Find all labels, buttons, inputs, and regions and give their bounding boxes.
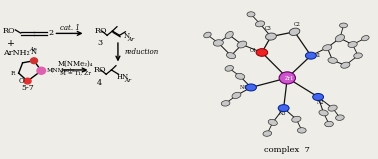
Text: M: M: [47, 68, 53, 73]
Ellipse shape: [339, 23, 347, 28]
Text: Zr1: Zr1: [284, 76, 294, 81]
Ellipse shape: [297, 128, 306, 133]
Ellipse shape: [247, 12, 255, 17]
Text: 4: 4: [97, 80, 102, 87]
Ellipse shape: [319, 110, 328, 116]
Text: Ar: Ar: [29, 47, 37, 52]
Ellipse shape: [256, 21, 265, 27]
Ellipse shape: [325, 121, 333, 127]
Text: ArNH₂: ArNH₂: [3, 49, 30, 57]
Ellipse shape: [292, 116, 301, 122]
Ellipse shape: [225, 66, 234, 71]
Text: O: O: [19, 77, 24, 85]
Ellipse shape: [323, 45, 332, 51]
Text: N1: N1: [314, 53, 322, 58]
Text: R: R: [11, 71, 15, 76]
Text: Ar: Ar: [128, 37, 135, 42]
Text: N: N: [31, 48, 37, 56]
Text: M = Ti, Zr: M = Ti, Zr: [60, 71, 91, 76]
Text: RO: RO: [94, 27, 107, 35]
Text: 5-7: 5-7: [21, 84, 34, 92]
Ellipse shape: [232, 92, 241, 99]
Circle shape: [31, 58, 37, 64]
Text: C2: C2: [294, 22, 301, 27]
Ellipse shape: [221, 101, 230, 106]
Text: N3: N3: [279, 111, 287, 116]
Text: reduction: reduction: [125, 48, 159, 56]
Ellipse shape: [348, 41, 357, 48]
Ellipse shape: [235, 73, 245, 79]
Text: 3: 3: [97, 39, 102, 47]
Ellipse shape: [335, 35, 345, 42]
Ellipse shape: [279, 72, 296, 84]
Text: N: N: [124, 32, 130, 40]
Text: Ar: Ar: [124, 78, 131, 83]
Ellipse shape: [289, 28, 300, 35]
Text: RO: RO: [3, 27, 15, 35]
Ellipse shape: [278, 105, 289, 112]
Ellipse shape: [225, 31, 233, 38]
Text: +: +: [7, 39, 15, 48]
Ellipse shape: [328, 58, 337, 63]
Text: complex  7: complex 7: [264, 146, 310, 154]
Text: N2: N2: [317, 100, 325, 105]
Text: M(NMe₂)₄: M(NMe₂)₄: [57, 60, 93, 68]
Ellipse shape: [341, 62, 350, 68]
Text: HN: HN: [117, 73, 129, 81]
Ellipse shape: [328, 105, 337, 111]
Ellipse shape: [268, 119, 277, 125]
Circle shape: [24, 78, 31, 84]
Ellipse shape: [246, 84, 256, 91]
Ellipse shape: [361, 36, 369, 41]
Text: (NMe₂)₃: (NMe₂)₃: [51, 68, 75, 73]
Ellipse shape: [354, 53, 363, 58]
Text: cat. 1: cat. 1: [60, 24, 79, 32]
Ellipse shape: [336, 115, 344, 120]
Ellipse shape: [313, 93, 324, 100]
Ellipse shape: [204, 32, 211, 38]
Ellipse shape: [213, 40, 223, 46]
Text: N4: N4: [240, 85, 247, 90]
Text: O1: O1: [250, 48, 257, 53]
Text: 2: 2: [48, 29, 53, 37]
Ellipse shape: [263, 131, 272, 136]
Text: C3: C3: [265, 27, 272, 31]
Ellipse shape: [305, 52, 316, 59]
Circle shape: [37, 67, 46, 74]
Ellipse shape: [226, 53, 235, 59]
Text: RO: RO: [93, 66, 106, 74]
Ellipse shape: [266, 33, 276, 40]
Ellipse shape: [237, 41, 247, 48]
Ellipse shape: [256, 49, 268, 56]
